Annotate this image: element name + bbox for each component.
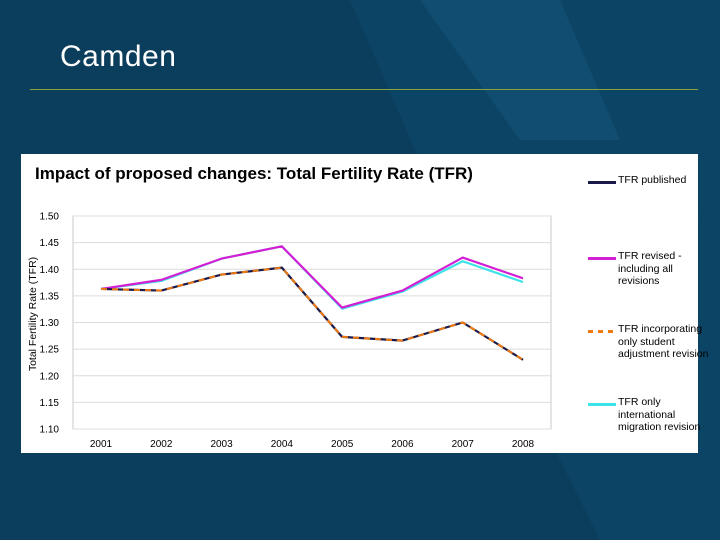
gridlines <box>73 215 551 430</box>
y-tick-label: 1.45 <box>40 238 60 249</box>
x-tick-label: 2008 <box>512 439 535 450</box>
series-line-2 <box>100 245 524 309</box>
y-tick-label: 1.15 <box>40 398 60 409</box>
x-tick-label: 2007 <box>452 439 475 450</box>
x-tick-label: 2006 <box>391 439 414 450</box>
legend-label: TFR published <box>618 174 718 187</box>
x-tick-label: 2004 <box>271 439 294 450</box>
y-tick-label: 1.30 <box>40 318 60 329</box>
tfr-line-chart: Impact of proposed changes: Total Fertil… <box>27 164 552 450</box>
legend-label-line: TFR incorporating <box>618 323 703 335</box>
y-tick-label: 1.10 <box>40 425 60 436</box>
legend-label-line: TFR only <box>618 396 661 408</box>
legend-label: TFR revised - including all revisions <box>618 250 718 288</box>
series-line-3 <box>100 266 524 361</box>
series-line-1 <box>100 266 524 361</box>
legend-label: TFR only international migration revision <box>618 396 718 434</box>
legend-label-line: international <box>618 408 676 421</box>
y-axis-label: Total Fertility Rate (TFR) <box>27 257 39 371</box>
legend-swatch <box>588 181 616 184</box>
legend-label-line: TFR revised - <box>618 250 682 262</box>
legend-swatch <box>588 330 616 333</box>
legend-swatch <box>588 257 616 260</box>
y-tick-label: 1.20 <box>40 371 60 382</box>
x-tick-label: 2001 <box>90 439 113 450</box>
title-divider <box>30 89 698 90</box>
y-tick-labels: 1.50 1.45 1.40 1.35 1.30 1.25 1.20 1.15 1.10 <box>40 212 60 436</box>
series-lines <box>100 245 524 361</box>
legend-label-line: including all <box>618 262 673 275</box>
legend-swatch <box>588 403 616 406</box>
legend-label-line: revisions <box>618 275 660 287</box>
y-tick-label: 1.50 <box>40 212 60 223</box>
legend-label-line: migration revision <box>618 421 701 433</box>
legend-label-line: only student <box>618 335 675 348</box>
x-tick-label: 2003 <box>210 439 233 450</box>
x-tick-label: 2005 <box>331 439 354 450</box>
y-tick-label: 1.35 <box>40 291 60 302</box>
chart-title: Impact of proposed changes: Total Fertil… <box>35 164 473 183</box>
legend-label-line: TFR published <box>618 174 687 186</box>
x-tick-label: 2002 <box>150 439 173 450</box>
y-tick-label: 1.25 <box>40 345 60 356</box>
legend-label: TFR incorporating only student adjustment … <box>618 323 718 361</box>
slide-title: Camden <box>60 40 177 73</box>
x-tick-labels: 2001 2002 2003 2004 2005 2006 2007 2008 <box>90 439 535 450</box>
legend-label-line: adjustment revision <box>618 348 709 360</box>
chart-panel: Impact of proposed changes: Total Fertil… <box>21 154 708 453</box>
y-tick-label: 1.40 <box>40 265 60 276</box>
